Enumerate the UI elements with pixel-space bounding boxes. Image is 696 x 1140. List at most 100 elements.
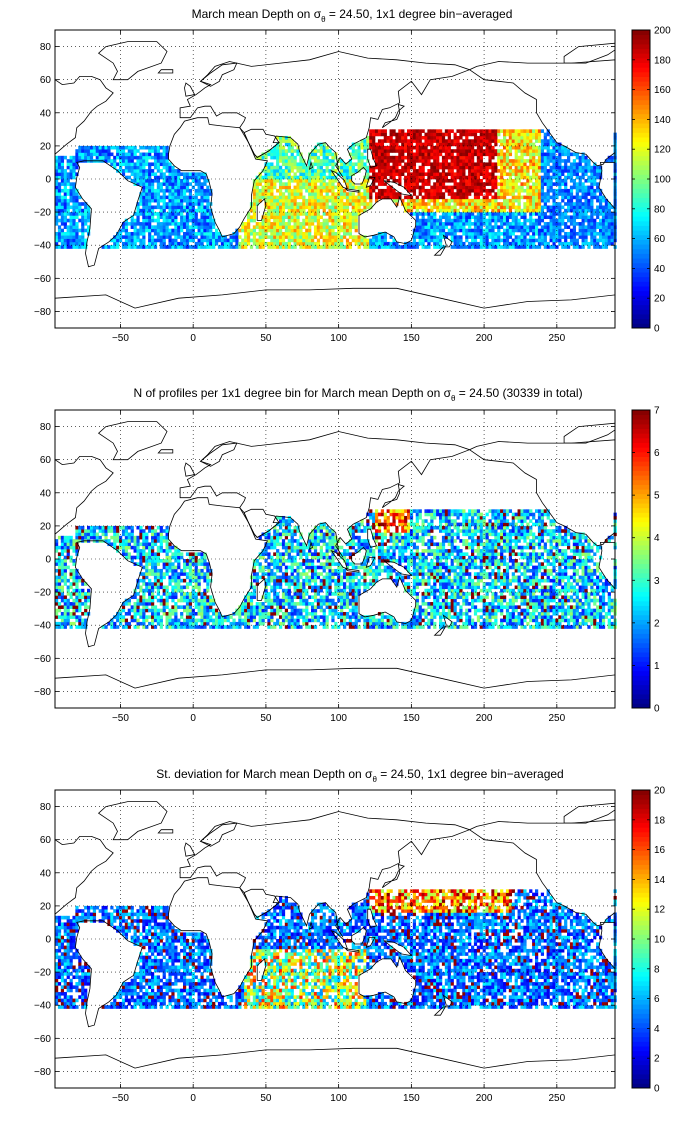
data-cell [57, 552, 62, 556]
data-cell [75, 602, 79, 606]
data-cell [136, 165, 140, 170]
data-cell [412, 241, 417, 246]
colorbar-segment [632, 76, 650, 82]
data-cell [520, 208, 524, 213]
data-cell [276, 145, 280, 150]
data-cell [127, 149, 131, 153]
data-cell [479, 245, 483, 249]
data-cell [322, 179, 326, 183]
data-cell [543, 132, 547, 137]
data-cell [171, 222, 175, 226]
data-cell [325, 185, 329, 190]
data-cell [75, 598, 79, 603]
data-cell [57, 192, 62, 196]
data-cell [177, 205, 181, 210]
data-cell [136, 169, 140, 173]
data-cell [159, 225, 163, 229]
data-cell [398, 162, 402, 167]
data-cell [444, 132, 449, 137]
data-cell [372, 169, 376, 173]
data-cell [116, 241, 120, 246]
data-cell [171, 218, 175, 223]
data-cell [124, 245, 129, 249]
data-cell [375, 192, 379, 196]
data-cell [415, 149, 419, 153]
data-cell [427, 218, 431, 223]
data-cell [351, 192, 355, 196]
data-cell [380, 132, 385, 137]
data-cell [479, 208, 483, 213]
data-cell [89, 535, 94, 540]
x-tick-label: 0 [190, 333, 196, 344]
data-cell [473, 185, 478, 190]
data-cell [529, 175, 533, 180]
data-cell [491, 182, 495, 186]
data-cell [69, 555, 73, 560]
data-cell [415, 222, 419, 226]
data-cell [508, 185, 513, 190]
data-cell [194, 241, 198, 246]
data-cell [430, 185, 434, 190]
data-cell [331, 228, 335, 233]
data-cell [63, 621, 67, 626]
data-cell [473, 149, 478, 153]
data-cell [610, 212, 614, 216]
data-cell [299, 175, 303, 180]
data-cell [537, 129, 542, 133]
data-cell [124, 618, 129, 623]
data-cell [308, 195, 312, 200]
data-cell [471, 235, 475, 239]
data-cell [372, 245, 376, 249]
data-cell [78, 205, 82, 210]
data-cell [596, 205, 600, 210]
data-cell [55, 231, 59, 236]
data-cell [57, 605, 62, 609]
data-cell [441, 222, 446, 226]
data-cell [113, 621, 117, 626]
data-cell [78, 592, 82, 596]
data-cell [273, 212, 277, 216]
data-cell [540, 129, 545, 133]
data-cell [383, 145, 387, 150]
data-cell [424, 228, 428, 233]
data-cell [436, 132, 440, 137]
data-cell [558, 238, 562, 243]
data-cell [185, 238, 190, 243]
data-cell [456, 139, 460, 143]
data-cell [55, 611, 59, 616]
data-cell [555, 205, 559, 210]
data-cell [287, 175, 291, 180]
data-cell [264, 222, 268, 226]
data-cell [133, 625, 137, 629]
data-cell [121, 169, 126, 173]
data-cell [66, 198, 70, 203]
data-cell [366, 145, 370, 150]
data-cell [325, 222, 329, 226]
data-cell [395, 169, 399, 173]
data-cell [55, 222, 59, 226]
data-cell [610, 155, 614, 160]
data-cell [418, 132, 422, 137]
data-cell [607, 155, 611, 160]
data-cell [343, 192, 347, 196]
data-cell [540, 152, 545, 157]
data-cell [375, 185, 379, 190]
data-cell [261, 192, 265, 196]
data-cell [171, 175, 175, 180]
data-cell [116, 539, 120, 543]
data-cell [508, 215, 513, 220]
data-cell [127, 555, 131, 560]
data-cell [427, 202, 431, 206]
data-cell [133, 542, 137, 547]
data-cell [258, 228, 262, 233]
data-cell [482, 162, 486, 167]
data-cell [421, 155, 425, 160]
data-cell [430, 172, 434, 176]
data-cell [60, 205, 65, 210]
data-cell [412, 162, 417, 167]
data-cell [421, 145, 425, 150]
data-cell [500, 222, 504, 226]
data-cell [104, 245, 108, 249]
data-cell [415, 198, 419, 203]
data-cell [162, 212, 166, 216]
